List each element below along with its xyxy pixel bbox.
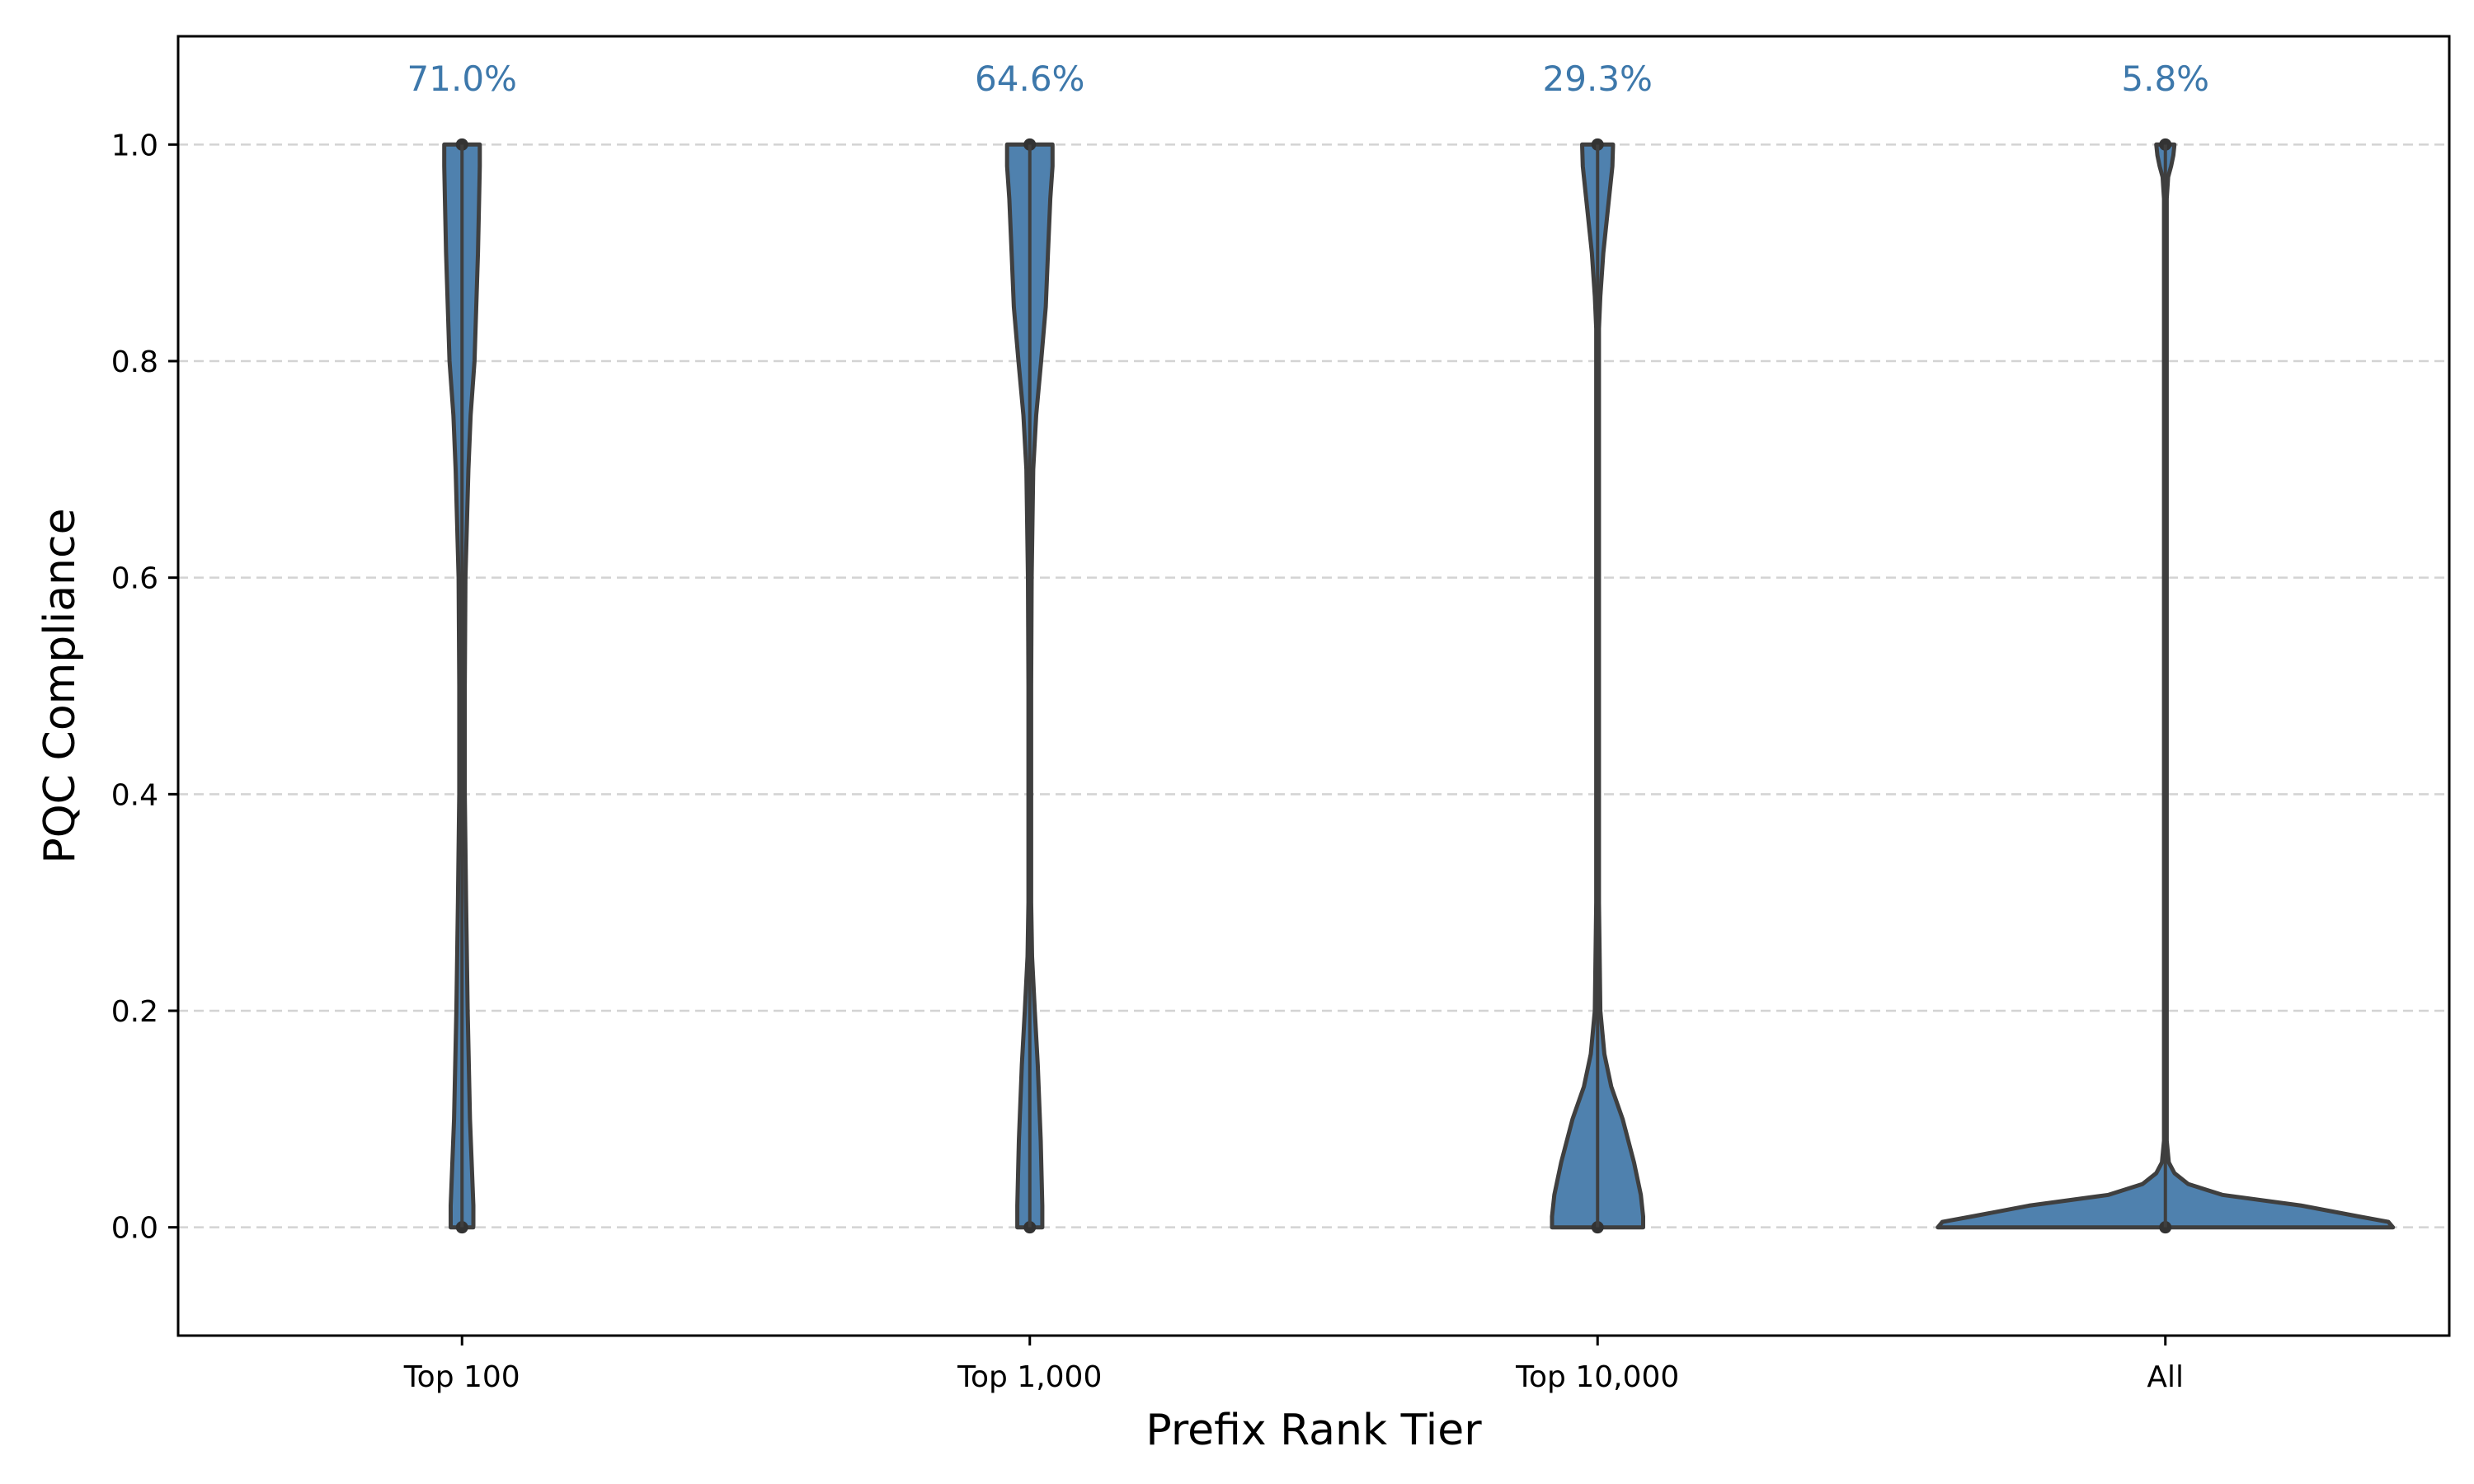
y-tick-label: 0.0 xyxy=(111,1212,158,1246)
gridlines xyxy=(178,143,2449,1228)
y-tick-label: 0.2 xyxy=(111,995,158,1029)
x-tick-label: All xyxy=(2147,1360,2184,1394)
violins xyxy=(442,138,2396,1234)
y-tick-label: 0.4 xyxy=(111,778,158,812)
compliance-label: 64.6% xyxy=(975,59,1084,99)
x-axis-ticks: Top 100 Top 1,000 Top 10,000 All xyxy=(403,1336,2184,1394)
compliance-label: 71.0% xyxy=(407,59,517,99)
y-tick-label: 0.8 xyxy=(111,345,158,379)
x-tick-label: Top 100 xyxy=(403,1360,520,1394)
plot-frame xyxy=(176,35,2451,1337)
y-tick-label: 1.0 xyxy=(111,129,158,162)
x-axis-title: Prefix Rank Tier xyxy=(1145,1406,1482,1455)
y-tick-label: 0.6 xyxy=(111,562,158,596)
compliance-labels: 71.0% 64.6% 29.3% 5.8% xyxy=(407,59,2210,99)
y-axis-ticks: 0.0 0.2 0.4 0.6 0.8 1.0 xyxy=(111,129,178,1246)
x-tick-label: Top 10,000 xyxy=(1515,1360,1679,1394)
compliance-label: 5.8% xyxy=(2121,59,2209,99)
y-axis-title: PQC Compliance xyxy=(35,508,85,863)
x-tick-label: Top 1,000 xyxy=(957,1360,1102,1394)
compliance-label: 29.3% xyxy=(1543,59,1653,99)
